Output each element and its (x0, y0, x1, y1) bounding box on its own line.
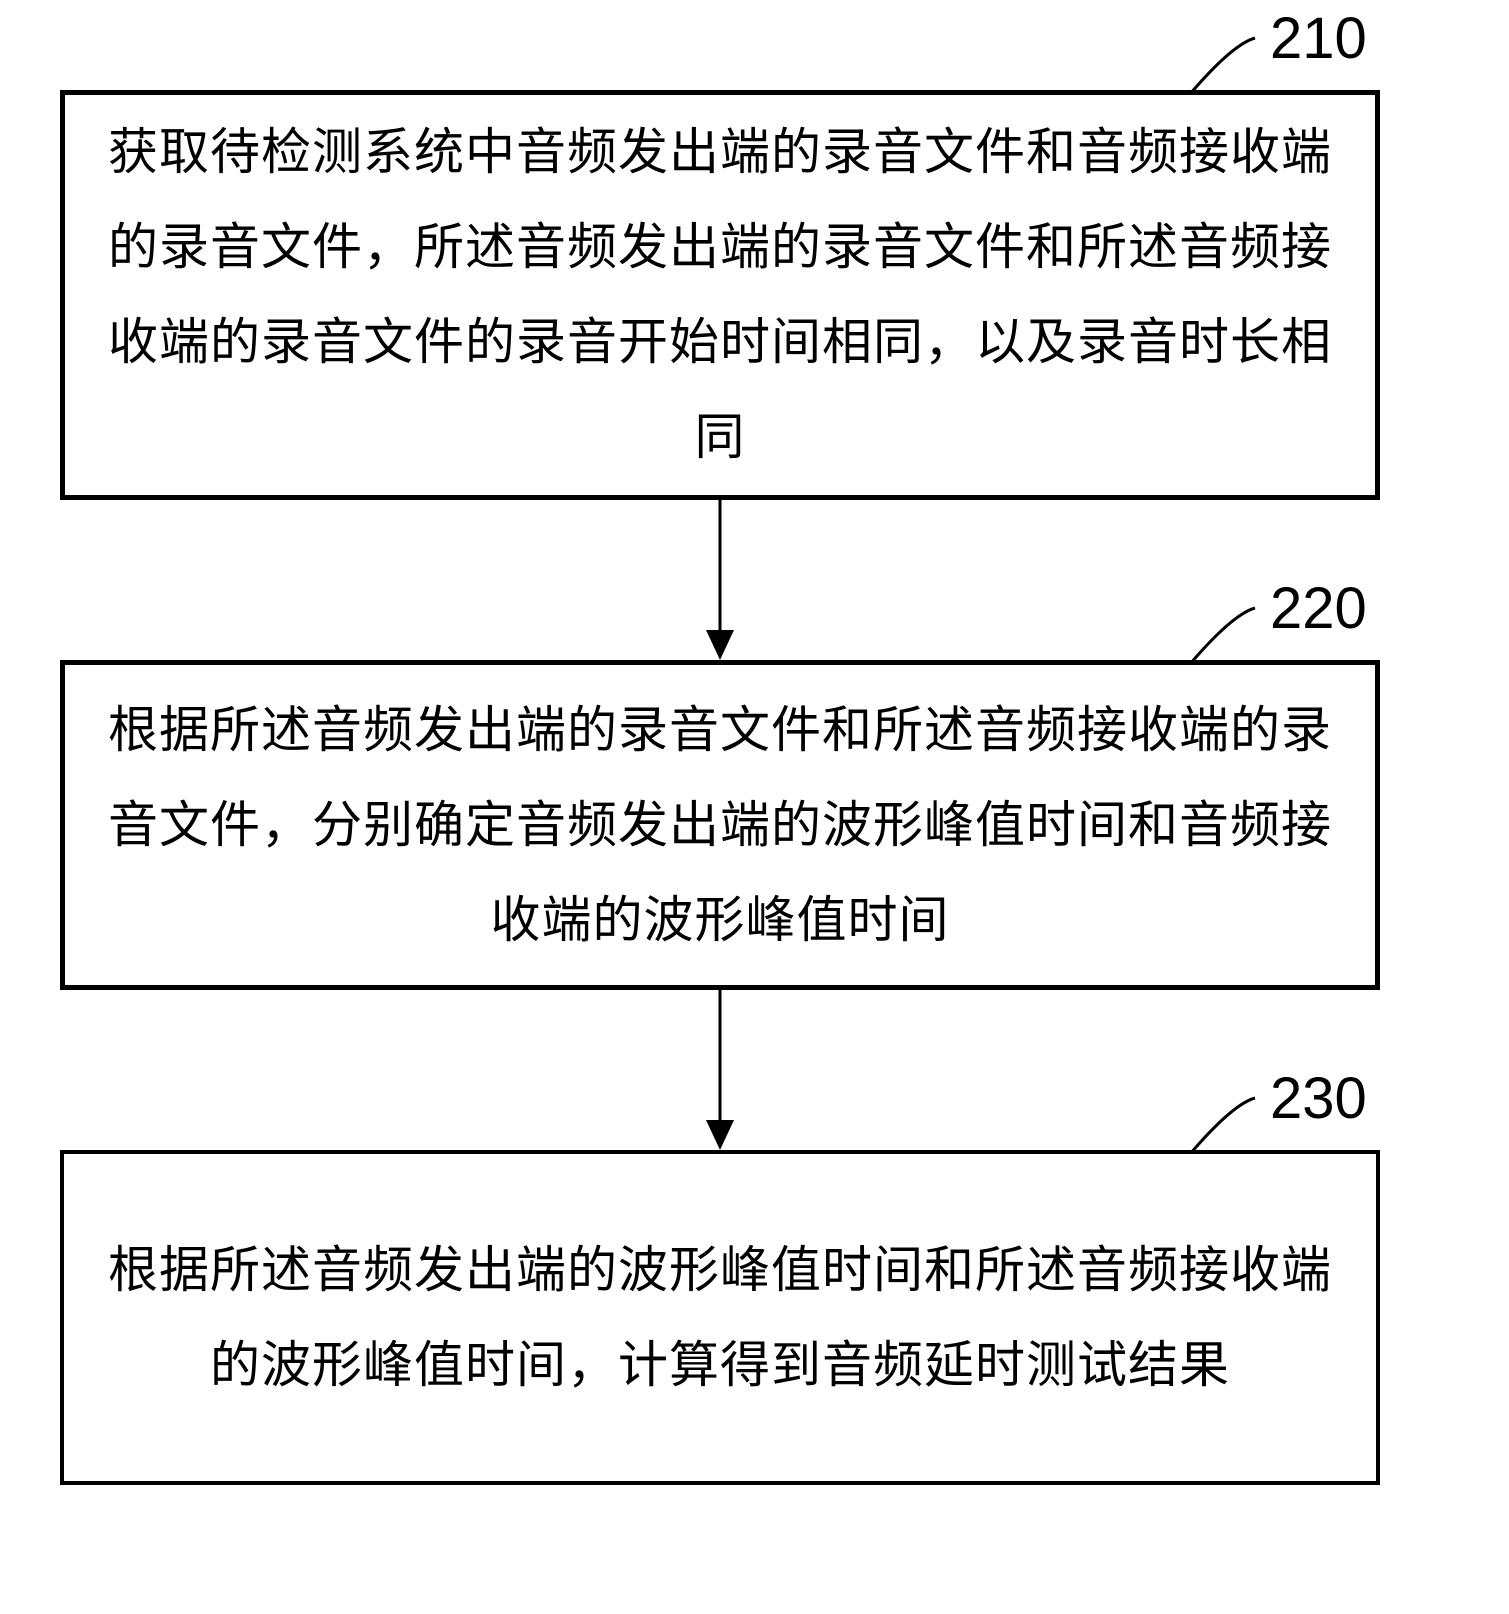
step-text-220: 根据所述音频发出端的录音文件和所述音频接收端的录音文件，分别确定音频发出端的波形… (105, 683, 1335, 968)
connector-210-220 (698, 500, 742, 660)
step-label-220: 220 (1270, 575, 1367, 642)
step-label-210: 210 (1270, 5, 1367, 72)
connector-220-230 (698, 990, 742, 1150)
step-box-230: 根据所述音频发出端的波形峰值时间和所述音频接收端的波形峰值时间，计算得到音频延时… (60, 1150, 1380, 1485)
step-text-230: 根据所述音频发出端的波形峰值时间和所述音频接收端的波形峰值时间，计算得到音频延时… (104, 1223, 1336, 1413)
step-box-220: 根据所述音频发出端的录音文件和所述音频接收端的录音文件，分别确定音频发出端的波形… (60, 660, 1380, 990)
step-text-210: 获取待检测系统中音频发出端的录音文件和音频接收端的录音文件，所述音频发出端的录音… (105, 105, 1335, 485)
label-text: 220 (1270, 576, 1367, 641)
label-text: 230 (1270, 1066, 1367, 1131)
step-box-210: 获取待检测系统中音频发出端的录音文件和音频接收端的录音文件，所述音频发出端的录音… (60, 90, 1380, 500)
label-text: 210 (1270, 6, 1367, 71)
step-label-230: 230 (1270, 1065, 1367, 1132)
